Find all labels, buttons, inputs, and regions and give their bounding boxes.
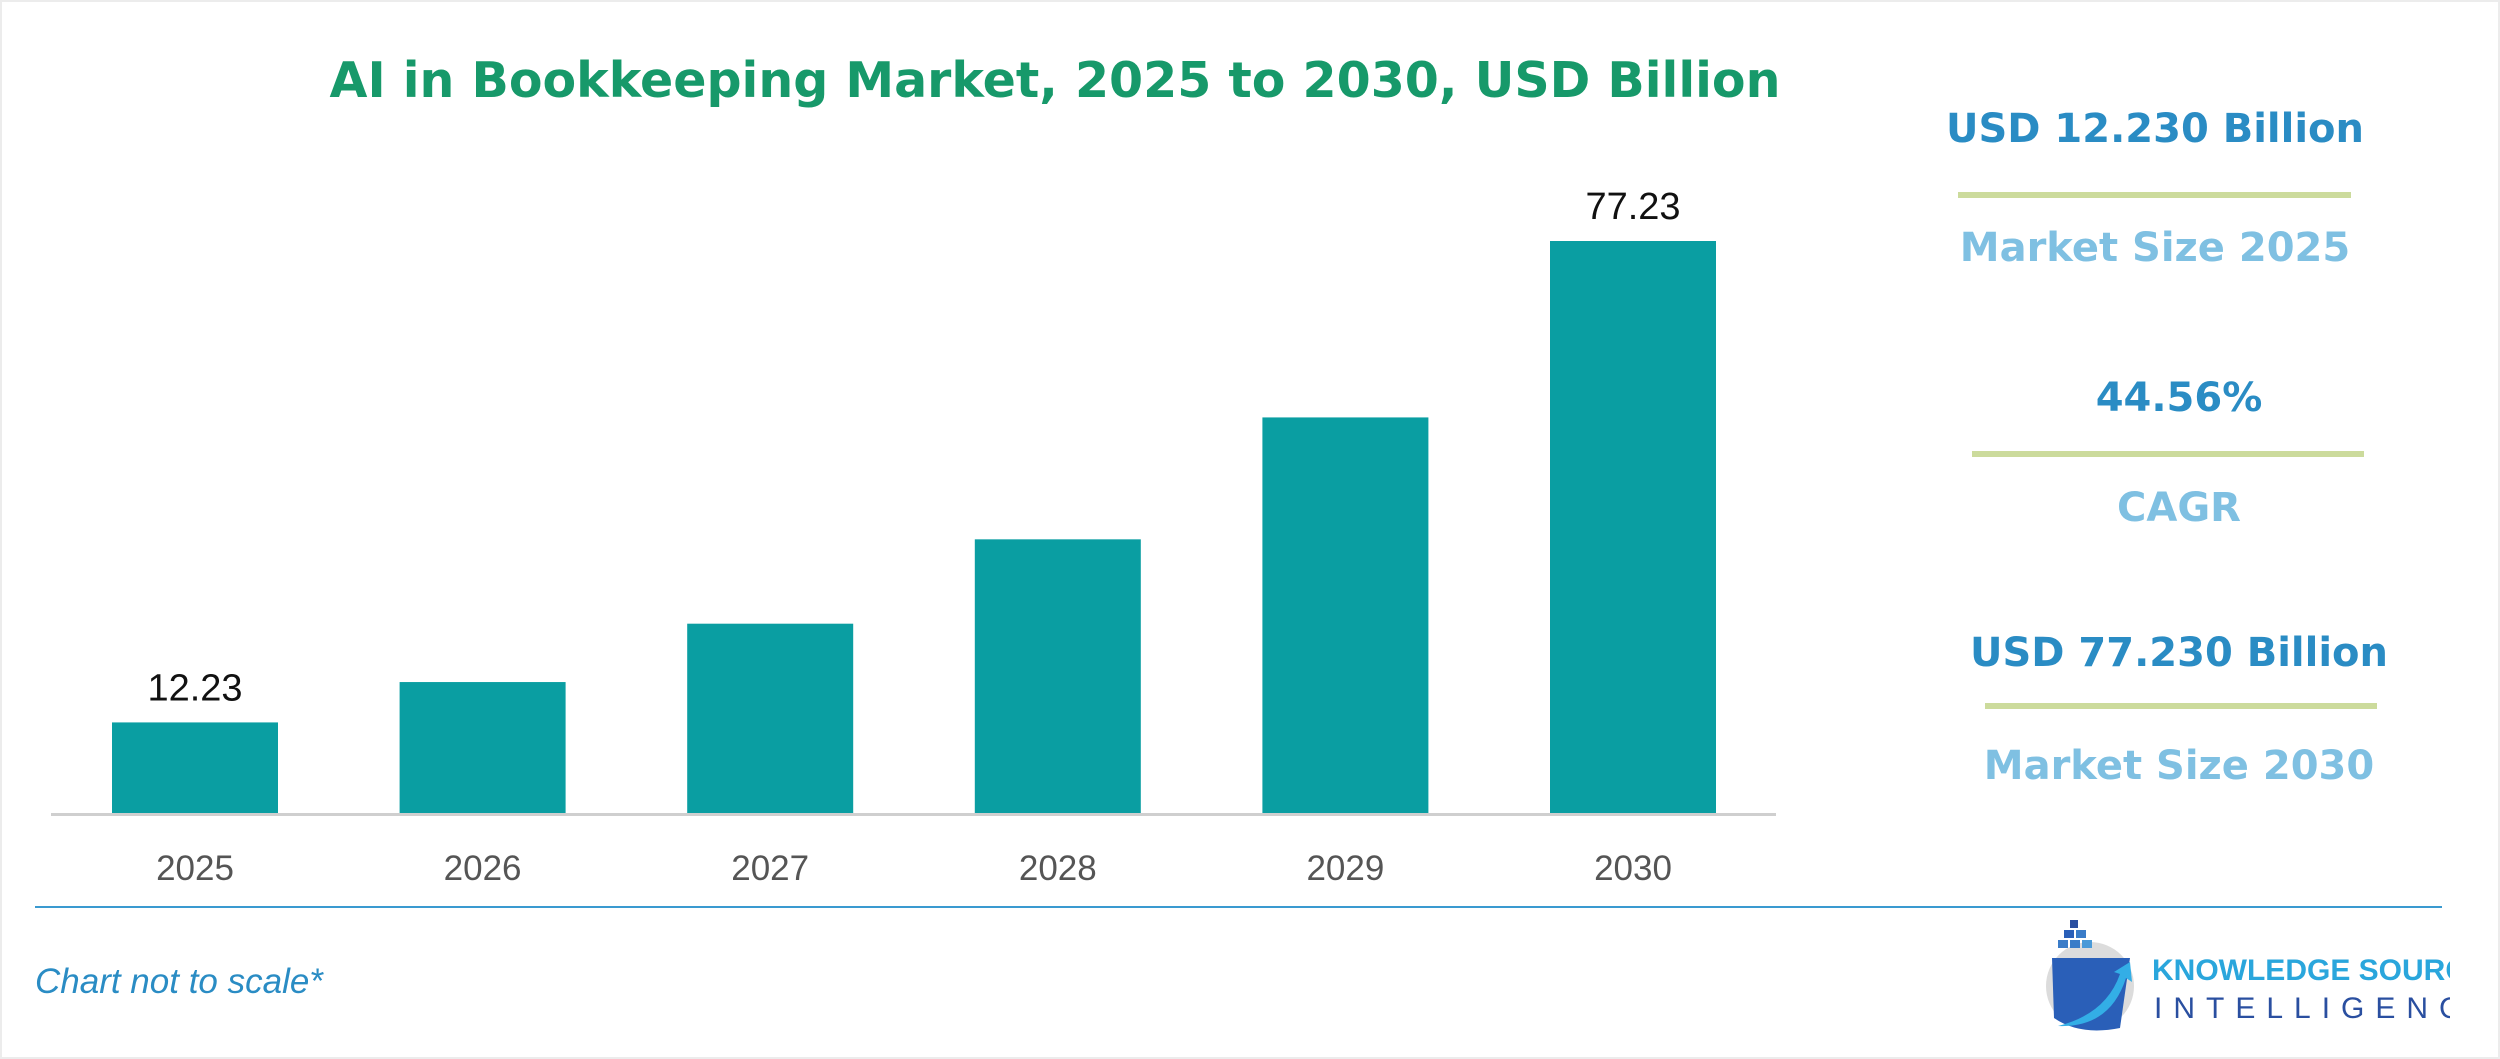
divider bbox=[1985, 703, 2377, 709]
logo-text-line1: KNOWLEDGE SOURCING bbox=[2152, 954, 2450, 987]
x-tick-label: 2027 bbox=[731, 849, 809, 888]
divider bbox=[1958, 192, 2351, 198]
bar-2025 bbox=[112, 722, 278, 813]
chart-note: Chart not to scale* bbox=[35, 962, 323, 1001]
stat-value-cagr: 44.56% bbox=[2095, 375, 2263, 421]
bar-2027 bbox=[687, 623, 854, 813]
x-tick-label: 2025 bbox=[156, 849, 234, 888]
stat-label-cagr: CAGR bbox=[2117, 485, 2241, 531]
stat-value-2025: USD 12.230 Billion bbox=[1946, 106, 2364, 152]
x-tick-label: 2029 bbox=[1306, 849, 1384, 888]
x-tick-label: 2028 bbox=[1019, 849, 1097, 888]
stat-label-2030: Market Size 2030 bbox=[1983, 743, 2375, 789]
stat-value-2030: USD 77.230 Billion bbox=[1970, 630, 2388, 676]
bar-2030 bbox=[1550, 241, 1716, 813]
logo-text-line2: INTELLIGENCE bbox=[2154, 992, 2450, 1025]
data-label: 12.23 bbox=[147, 667, 242, 709]
bar-chart: 2025 12.23 2026 2027 2028 2029 2030 77.23 bbox=[51, 186, 1776, 888]
chart-title: AI in Bookkeeping Market, 2025 to 2030, … bbox=[329, 52, 1781, 109]
stat-label-2025: Market Size 2025 bbox=[1959, 225, 2351, 271]
company-logo: KNOWLEDGE SOURCING INTELLIGENCE bbox=[2046, 920, 2450, 1031]
footer-divider bbox=[35, 906, 2442, 908]
bar-2028 bbox=[974, 539, 1141, 813]
x-tick-label: 2030 bbox=[1594, 849, 1672, 888]
bar-2029 bbox=[1262, 417, 1429, 813]
x-tick-label: 2026 bbox=[444, 849, 522, 888]
data-label: 77.23 bbox=[1585, 186, 1680, 228]
divider bbox=[1972, 451, 2364, 457]
bar-2026 bbox=[399, 682, 566, 813]
